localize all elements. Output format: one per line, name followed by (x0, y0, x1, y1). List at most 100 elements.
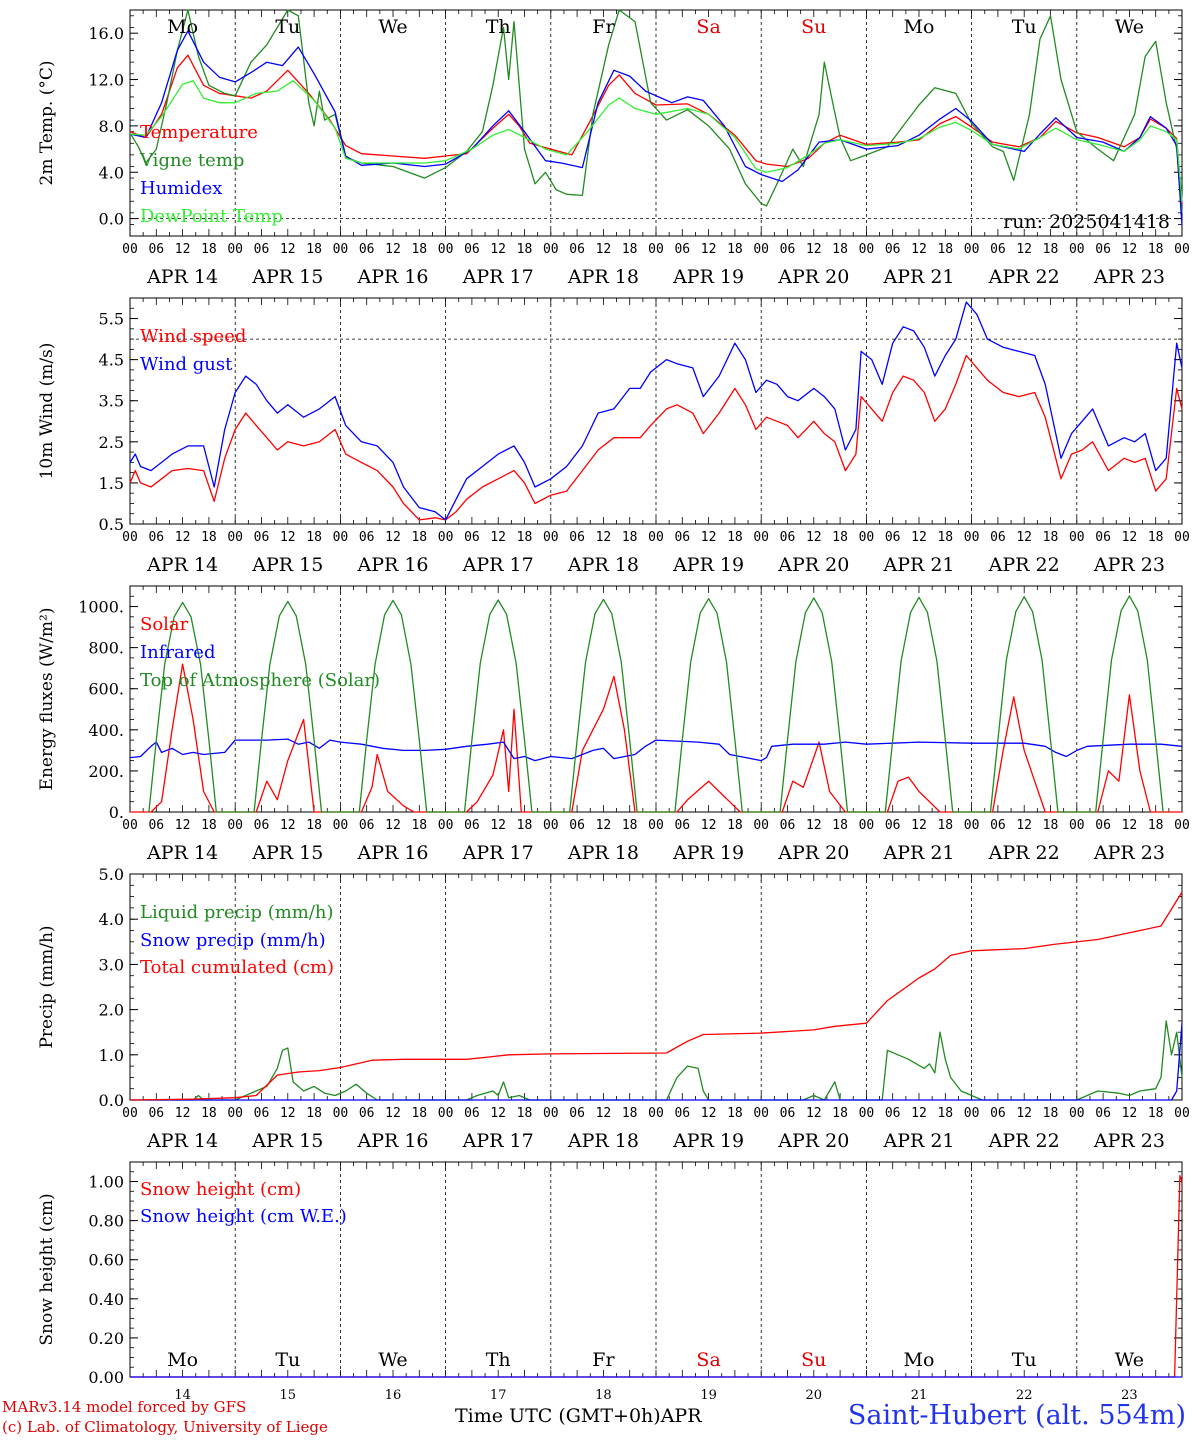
day-label: APR 15 (251, 554, 323, 576)
day-label: APR 23 (1093, 554, 1165, 576)
day-label: APR 21 (882, 842, 954, 864)
hour-label: 06 (359, 818, 375, 833)
hour-label: 12 (806, 530, 822, 545)
hour-label: 12 (596, 242, 612, 257)
hour-label: 06 (464, 818, 480, 833)
hour-label: 00 (753, 1106, 769, 1121)
y-tick-label: 3.5 (99, 392, 124, 411)
day-label: APR 15 (251, 266, 323, 288)
day-label: APR 23 (1093, 842, 1165, 864)
panel-2 (129, 297, 1183, 525)
weekday-label: Mo (904, 1349, 935, 1371)
y-tick-label: 600. (88, 680, 124, 699)
hour-label: 12 (385, 242, 401, 257)
hour-label: 18 (411, 1106, 427, 1121)
hour-label: 12 (175, 242, 191, 257)
panel-3 (129, 585, 1183, 813)
weekday-label: Tu (1012, 1349, 1037, 1371)
hour-label: 18 (832, 242, 848, 257)
y-tick-label: 3.0 (99, 955, 124, 974)
hour-label: 18 (1043, 242, 1059, 257)
legend-entry: Liquid precip (mm/h) (140, 902, 334, 923)
y-tick-label: 5.5 (99, 310, 124, 329)
series-line-dewpoint-temp (129, 80, 1183, 202)
hour-label: 00 (333, 530, 349, 545)
legend-entry: Infrared (140, 642, 215, 663)
y-tick-label: 0.0 (99, 210, 124, 229)
hour-label: 00 (648, 1106, 664, 1121)
hour-label: 06 (148, 242, 164, 257)
day-label: APR 18 (567, 842, 639, 864)
hour-label: 06 (674, 242, 690, 257)
hour-label: 12 (806, 242, 822, 257)
legend-entry: Wind speed (140, 326, 246, 347)
hour-label: 12 (701, 1106, 717, 1121)
hour-label: 06 (1095, 1106, 1111, 1121)
day-label: APR 23 (1093, 266, 1165, 288)
hour-label: 12 (490, 1106, 506, 1121)
hour-label: 12 (596, 1106, 612, 1121)
hour-label: 00 (753, 242, 769, 257)
hour-label: 18 (517, 242, 533, 257)
day-label: APR 21 (882, 1130, 954, 1152)
hour-label: 12 (806, 1106, 822, 1121)
hour-label: 00 (227, 1106, 243, 1121)
hour-label: 00 (227, 242, 243, 257)
day-label: APR 19 (672, 1130, 744, 1152)
legend-entry: Top of Atmosphere (Solar) (140, 670, 380, 691)
day-label: APR 16 (356, 554, 428, 576)
hour-label: 12 (280, 530, 296, 545)
y-tick-label: 0.00 (88, 1368, 124, 1387)
run-label: run: 2025041418 (1003, 211, 1170, 233)
legend-entry: Vigne temp (139, 150, 244, 171)
day-label: APR 20 (777, 842, 849, 864)
day-label: APR 22 (988, 554, 1060, 576)
hour-label: 06 (990, 530, 1006, 545)
hour-label: 18 (201, 530, 217, 545)
weekday-label: Su (801, 16, 826, 38)
weekday-label: Sa (696, 16, 720, 38)
hour-label: 18 (1043, 818, 1059, 833)
legend-entry: Total cumulated (cm) (140, 957, 334, 978)
weekday-label: Sa (696, 1349, 720, 1371)
hour-label: 18 (727, 1106, 743, 1121)
hour-label: 00 (964, 1106, 980, 1121)
hour-label: 00 (964, 818, 980, 833)
y-tick-label: 0. (109, 803, 124, 822)
hour-label: 00 (964, 242, 980, 257)
lab-credit: (c) Lab. of Climatology, University of L… (2, 1418, 328, 1436)
weekday-label: Su (801, 1349, 826, 1371)
hour-label: 06 (359, 530, 375, 545)
y-axis-label: 2m Temp. (°C) (37, 60, 57, 185)
hour-label: 12 (701, 818, 717, 833)
hour-label: 00 (438, 1106, 454, 1121)
weekday-label: Tu (275, 16, 300, 38)
day-label: APR 19 (672, 842, 744, 864)
day-label: APR 17 (462, 842, 534, 864)
y-tick-label: 0.60 (88, 1251, 124, 1270)
day-number: 23 (1121, 1388, 1138, 1403)
day-label: APR 18 (567, 1130, 639, 1152)
series-line-snow-precip-mm-h- (130, 1023, 1183, 1101)
hour-label: 12 (701, 530, 717, 545)
hour-label: 18 (937, 242, 953, 257)
hour-label: 18 (727, 242, 743, 257)
y-tick-label: 4.0 (99, 163, 124, 182)
hour-label: 06 (780, 242, 796, 257)
hour-label: 12 (175, 1106, 191, 1121)
y-tick-label: 400. (88, 721, 124, 740)
hour-label: 06 (359, 1106, 375, 1121)
hour-label: 18 (622, 530, 638, 545)
hour-label: 12 (911, 242, 927, 257)
hour-label: 06 (674, 818, 690, 833)
hour-label: 06 (148, 530, 164, 545)
y-tick-label: 0.5 (99, 515, 124, 534)
hour-label: 18 (937, 1106, 953, 1121)
hour-label: 18 (1148, 1106, 1164, 1121)
legend-entry: Snow height (cm) (140, 1179, 301, 1200)
hour-label: 18 (201, 1106, 217, 1121)
legend-entry: Snow precip (mm/h) (140, 930, 326, 951)
hour-label: 12 (280, 242, 296, 257)
hour-label: 06 (1095, 818, 1111, 833)
